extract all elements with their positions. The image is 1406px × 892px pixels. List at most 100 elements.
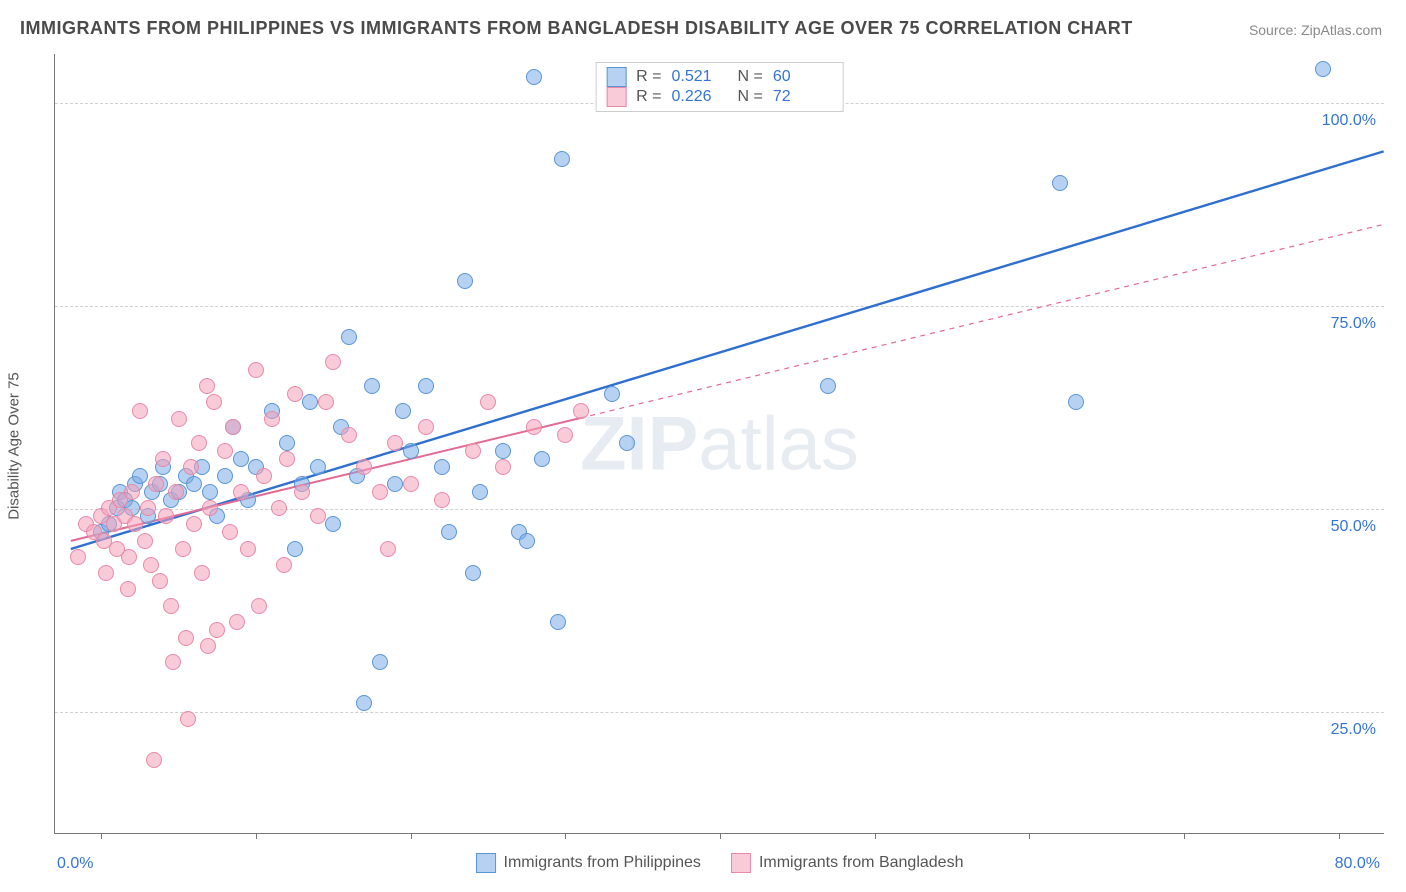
data-point-bangladesh: [229, 614, 245, 630]
data-point-bangladesh: [180, 711, 196, 727]
r-value-bangladesh: 0.226: [672, 88, 728, 106]
swatch-bangladesh: [606, 87, 626, 107]
data-point-bangladesh: [155, 451, 171, 467]
data-point-bangladesh: [132, 403, 148, 419]
data-point-philippines: [495, 443, 511, 459]
trendline-philippines: [71, 151, 1384, 549]
data-point-philippines: [1315, 61, 1331, 77]
data-point-philippines: [325, 516, 341, 532]
data-point-bangladesh: [495, 459, 511, 475]
data-point-bangladesh: [140, 500, 156, 516]
data-point-philippines: [341, 329, 357, 345]
data-point-bangladesh: [418, 419, 434, 435]
data-point-bangladesh: [557, 427, 573, 443]
data-point-philippines: [457, 273, 473, 289]
data-point-philippines: [1052, 175, 1068, 191]
source-attribution: Source: ZipAtlas.com: [1249, 22, 1382, 38]
data-point-bangladesh: [171, 411, 187, 427]
data-point-bangladesh: [209, 622, 225, 638]
x-tick: [1339, 833, 1340, 839]
data-point-philippines: [418, 378, 434, 394]
data-point-bangladesh: [372, 484, 388, 500]
swatch-philippines-icon: [476, 853, 496, 873]
data-point-bangladesh: [318, 394, 334, 410]
data-point-bangladesh: [148, 476, 164, 492]
data-point-bangladesh: [168, 484, 184, 500]
data-point-bangladesh: [124, 484, 140, 500]
data-point-philippines: [217, 468, 233, 484]
data-point-philippines: [364, 378, 380, 394]
data-point-philippines: [395, 403, 411, 419]
data-point-bangladesh: [70, 549, 86, 565]
legend-item-bangladesh: Immigrants from Bangladesh: [731, 853, 964, 873]
data-point-bangladesh: [264, 411, 280, 427]
x-axis-max-label: 80.0%: [1335, 855, 1380, 873]
data-point-philippines: [519, 533, 535, 549]
r-label: R =: [636, 88, 661, 106]
r-value-philippines: 0.521: [672, 68, 728, 86]
x-tick: [875, 833, 876, 839]
data-point-philippines: [310, 459, 326, 475]
x-tick: [256, 833, 257, 839]
data-point-bangladesh: [202, 500, 218, 516]
trendlines: [55, 54, 1384, 833]
data-point-bangladesh: [158, 508, 174, 524]
legend-row-bangladesh: R = 0.226 N = 72: [606, 87, 829, 107]
data-point-bangladesh: [287, 386, 303, 402]
data-point-philippines: [202, 484, 218, 500]
data-point-bangladesh: [146, 752, 162, 768]
data-point-bangladesh: [163, 598, 179, 614]
legend-correlation: R = 0.521 N = 60 R = 0.226 N = 72: [595, 62, 844, 112]
data-point-bangladesh: [222, 524, 238, 540]
data-point-bangladesh: [256, 468, 272, 484]
x-tick: [1029, 833, 1030, 839]
data-point-philippines: [472, 484, 488, 500]
data-point-bangladesh: [341, 427, 357, 443]
data-point-bangladesh: [137, 533, 153, 549]
data-point-philippines: [387, 476, 403, 492]
legend-row-philippines: R = 0.521 N = 60: [606, 67, 829, 87]
data-point-bangladesh: [233, 484, 249, 500]
data-point-bangladesh: [217, 443, 233, 459]
data-point-bangladesh: [175, 541, 191, 557]
data-point-philippines: [465, 565, 481, 581]
data-point-philippines: [302, 394, 318, 410]
data-point-bangladesh: [121, 549, 137, 565]
x-axis-min-label: 0.0%: [57, 855, 93, 873]
data-point-philippines: [233, 451, 249, 467]
data-point-bangladesh: [271, 500, 287, 516]
legend-series: Immigrants from Philippines Immigrants f…: [476, 853, 964, 873]
x-tick: [720, 833, 721, 839]
data-point-bangladesh: [143, 557, 159, 573]
data-point-philippines: [287, 541, 303, 557]
data-point-philippines: [526, 69, 542, 85]
n-label: N =: [738, 68, 763, 86]
data-point-bangladesh: [294, 484, 310, 500]
data-point-philippines: [372, 654, 388, 670]
x-tick: [565, 833, 566, 839]
data-point-bangladesh: [387, 435, 403, 451]
data-point-bangladesh: [225, 419, 241, 435]
swatch-bangladesh-icon: [731, 853, 751, 873]
data-point-philippines: [550, 614, 566, 630]
data-point-philippines: [132, 468, 148, 484]
data-point-bangladesh: [380, 541, 396, 557]
data-point-bangladesh: [248, 362, 264, 378]
data-point-philippines: [1068, 394, 1084, 410]
data-point-bangladesh: [194, 565, 210, 581]
data-point-philippines: [441, 524, 457, 540]
data-point-bangladesh: [127, 516, 143, 532]
chart-title: IMMIGRANTS FROM PHILIPPINES VS IMMIGRANT…: [20, 18, 1133, 39]
trendline-extrapolated-bangladesh: [580, 224, 1383, 418]
data-point-bangladesh: [191, 435, 207, 451]
data-point-bangladesh: [240, 541, 256, 557]
data-point-philippines: [279, 435, 295, 451]
data-point-bangladesh: [186, 516, 202, 532]
data-point-bangladesh: [206, 394, 222, 410]
data-point-bangladesh: [465, 443, 481, 459]
data-point-bangladesh: [279, 451, 295, 467]
data-point-philippines: [604, 386, 620, 402]
data-point-bangladesh: [325, 354, 341, 370]
legend-label-bangladesh: Immigrants from Bangladesh: [759, 854, 964, 872]
x-tick: [1184, 833, 1185, 839]
